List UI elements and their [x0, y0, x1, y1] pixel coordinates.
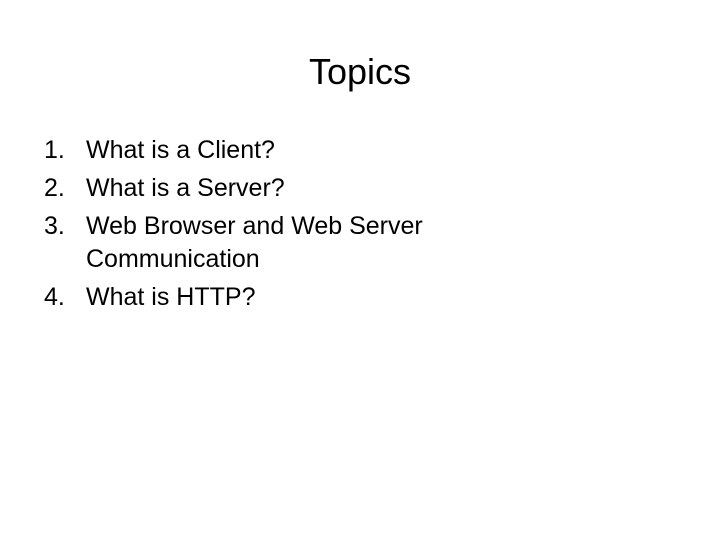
topic-number: 1.: [44, 136, 65, 164]
topic-text: What is a Client?: [86, 136, 275, 164]
topic-item-client: 1. What is a Client?: [44, 134, 664, 167]
topic-number: 4.: [44, 283, 65, 311]
topic-item-server: 2. What is a Server?: [44, 172, 664, 205]
topic-number: 3.: [44, 212, 65, 240]
topic-text: What is a Server?: [86, 174, 285, 202]
slide-title: Topics: [308, 51, 412, 92]
topic-number: 2.: [44, 174, 65, 202]
topic-text: What is HTTP?: [86, 283, 256, 311]
topic-item-http: 4. What is HTTP?: [44, 281, 664, 314]
topic-list: 1. What is a Client? 2. What is a Server…: [44, 134, 664, 319]
topic-item-browser-server-communication: 3. Web Browser and Web Server Communicat…: [44, 210, 664, 276]
topic-text: Web Browser and Web Server Communication: [86, 212, 423, 273]
